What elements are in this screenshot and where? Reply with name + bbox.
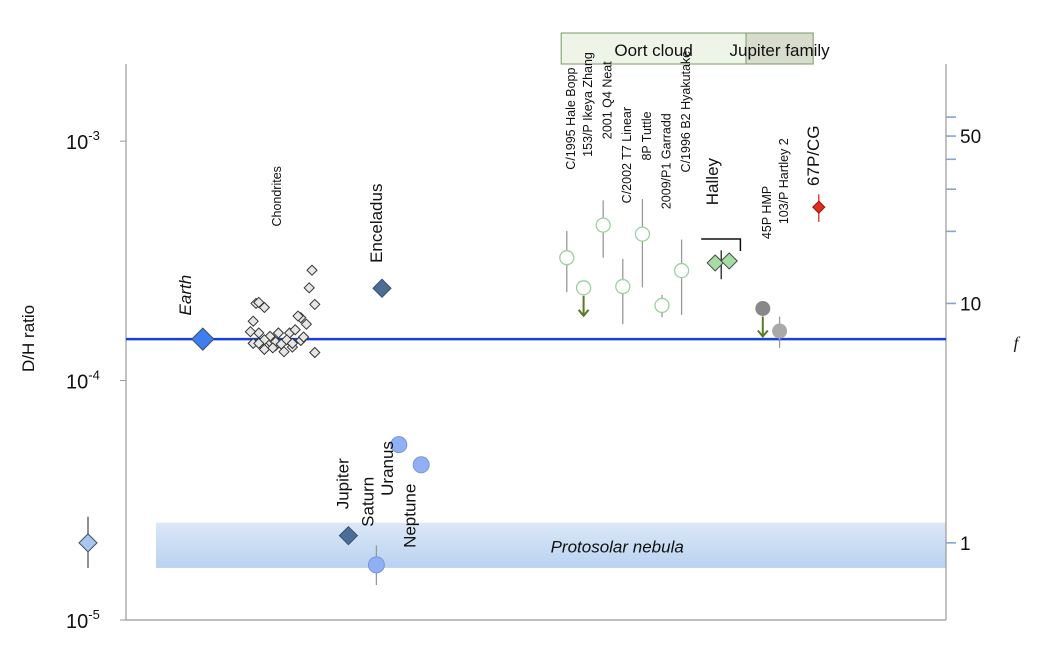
2009-p1-garradd-label: 2009/P1 Garradd [659,113,673,209]
uranus-marker [390,436,408,454]
2001-q4-neat-marker [595,217,611,233]
chondrite-marker [253,296,265,309]
chondrite-marker [300,318,313,330]
2001-q4-neat-label: 2001 Q4 Neat [601,61,615,139]
protosolar-label: Protosolar nebula [551,537,684,556]
45p-hmp-label: 45P HMP [760,186,774,239]
group-box-1 [745,32,814,65]
chondrite-marker [297,331,310,343]
153-p-ikeya-zhang-label: 153/P Ikeya Zhang [581,52,595,157]
background-layer [156,32,946,568]
chondrite-marker [258,334,271,346]
c-1995-hale-bopp-label: C/1995 Hale Bopp [564,67,578,169]
uranus-label: Uranus [378,441,397,496]
y-tick-label-2: 10-5 [66,607,100,633]
label-layer: Oort cloud Jupiter family Protosolar nebul… [19,41,1021,633]
bracket-0 [701,238,742,252]
halley-label: Halley [703,157,722,205]
chondrite-marker [253,337,265,350]
chondrite-marker [244,325,257,338]
chondrite-marker [306,264,318,276]
chondrite-marker [272,327,285,339]
jupiter-label: Jupiter [333,458,352,509]
chondrite-marker [309,346,321,359]
c-2002-t7-linear-label: C/2002 T7 Linear [620,107,634,203]
protosolar-band [156,522,946,568]
saturn-label: Saturn [359,477,378,527]
c-1996-b2-hyakutake-marker [673,262,690,279]
right-axis-label: f [1014,333,1021,352]
2009-p1-garradd-marker [654,297,670,314]
67p-cg-label: 67P/CG [804,125,823,185]
45p-hmp-marker [755,300,771,316]
y-tick-label-1: 10-4 [66,368,100,394]
8p-tuttle-label: 8P Tuttle [640,111,654,160]
153-p-ikeya-zhang-marker [575,280,592,296]
right-tick-label-0: 50 [960,127,981,148]
chondrite-marker [309,298,321,311]
chondrites-label: Chondrites [270,166,284,226]
point-marker [78,533,98,553]
chondrite-marker [292,310,304,322]
67p-cg-marker [812,200,826,214]
neptune-label: Neptune [401,484,420,548]
chondrite-marker [247,315,259,327]
chondrite-marker [286,337,299,350]
103-p-hartley-2-label: 103/P Hartley 2 [777,138,791,224]
enceladus-label: Enceladus [367,184,386,263]
chondrite-marker [264,330,276,343]
153-p-ikeya-zhang-arrow-head [577,309,590,318]
jupiter-marker [338,525,359,546]
c-1996-b2-hyakutake-label: C/1996 B2 Hyakutake [679,51,693,173]
neptune-marker [412,456,430,474]
saturn-marker [367,556,385,574]
marker-layer [78,200,826,574]
group-box-0 [560,32,747,65]
earth-marker [191,327,215,351]
enceladus-marker [372,278,392,298]
8p-tuttle-marker [634,226,651,242]
chondrite-marker [281,334,293,346]
chondrite-marker [303,282,315,294]
45p-hmp-arrow-head [757,329,769,339]
chondrite-marker [289,324,301,336]
c-2002-t7-linear-marker [615,278,631,295]
group-label-0: Oort cloud [614,41,692,60]
earth-label: Earth [176,275,195,316]
point-marker [720,252,738,270]
right-tick-label-2: 1 [960,534,971,555]
chondrite-marker [267,342,279,354]
group-label-1: Jupiter family [730,41,831,60]
right-tick-label-1: 10 [960,294,981,315]
y-axis-label: D/H ratio [19,305,38,372]
y-tick-label-0: 10-3 [66,128,100,154]
chondrite-marker [278,345,290,358]
103-p-hartley-2-marker [772,323,788,339]
c-1995-hale-bopp-marker [559,250,575,266]
halley-marker [706,254,724,272]
